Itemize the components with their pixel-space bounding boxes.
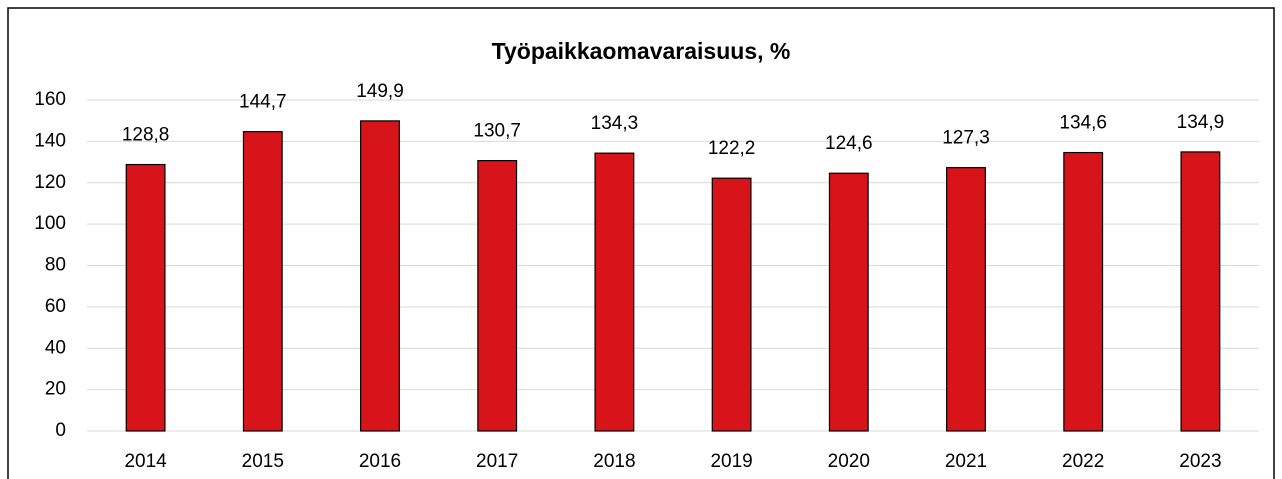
y-tick-label: 20 <box>45 379 66 400</box>
x-tick-label: 2014 <box>124 451 167 472</box>
x-tick-label: 2017 <box>476 451 518 472</box>
x-tick-label: 2016 <box>359 451 401 472</box>
x-tick-label: 2020 <box>828 451 870 472</box>
y-tick-label: 80 <box>45 255 66 276</box>
data-label: 124,6 <box>825 133 873 154</box>
y-tick-label: 60 <box>45 296 66 317</box>
data-label: 130,7 <box>473 121 521 142</box>
y-tick-label: 0 <box>55 420 66 441</box>
bar <box>477 160 518 432</box>
x-tick-label: 2023 <box>1179 451 1221 472</box>
data-label: 122,2 <box>708 138 756 159</box>
y-tick-label: 100 <box>34 213 66 234</box>
data-label: 134,9 <box>1177 112 1225 133</box>
x-tick-label: 2019 <box>710 451 752 472</box>
bar <box>594 152 635 432</box>
data-label: 134,3 <box>591 113 639 134</box>
x-tick-label: 2021 <box>945 451 987 472</box>
data-label: 128,8 <box>122 125 170 146</box>
chart-frame <box>7 7 1275 479</box>
bar <box>242 131 283 432</box>
bar <box>1180 151 1221 432</box>
bar <box>1063 151 1104 432</box>
y-tick-label: 120 <box>34 172 66 193</box>
bar <box>360 120 400 432</box>
bar <box>946 167 986 432</box>
data-label: 149,9 <box>356 81 404 102</box>
data-label: 127,3 <box>942 128 990 149</box>
bar <box>125 163 166 432</box>
x-tick-label: 2022 <box>1062 451 1104 472</box>
x-tick-label: 2018 <box>593 451 635 472</box>
y-tick-label: 140 <box>34 130 66 151</box>
bar <box>828 172 869 432</box>
y-tick-label: 160 <box>34 89 66 110</box>
data-label: 144,7 <box>239 92 287 113</box>
data-label: 134,6 <box>1059 113 1107 134</box>
chart-title: Työpaikkaomavaraisuus, % <box>492 38 791 64</box>
y-tick-label: 40 <box>45 337 66 358</box>
bar <box>711 177 752 432</box>
x-tick-label: 2015 <box>242 451 284 472</box>
